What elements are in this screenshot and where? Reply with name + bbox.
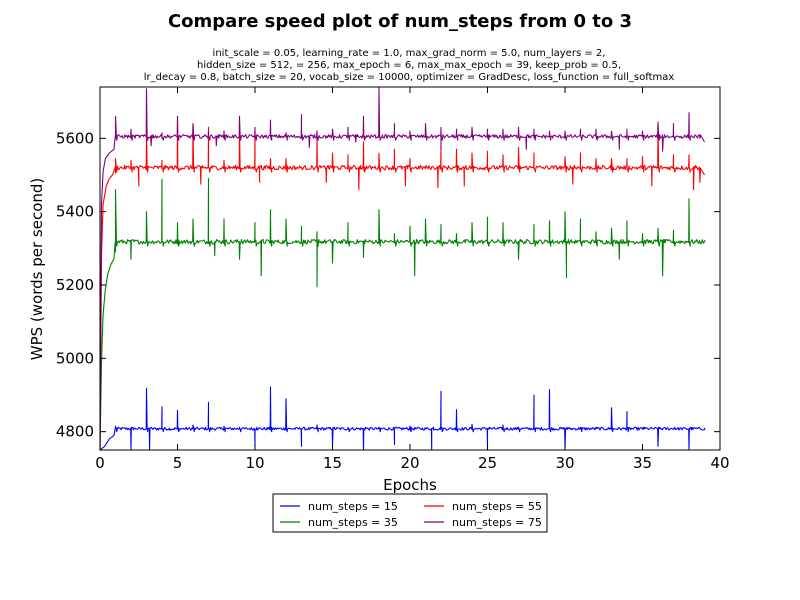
x-tick-label: 10 — [245, 454, 264, 472]
legend-label: num_steps = 35 — [308, 516, 398, 529]
legend-frame — [272, 493, 548, 533]
legend-label: num_steps = 15 — [308, 500, 398, 513]
series-line-3 — [99, 121, 705, 451]
x-tick-label: 30 — [555, 454, 574, 472]
chart-subtitle-line-1: init_scale = 0.05, learning_rate = 1.0, … — [213, 48, 606, 59]
chart-subtitle-line-2: hidden_size = 512, = 256, max_epoch = 6,… — [197, 60, 621, 71]
y-tick-label: 5400 — [56, 203, 94, 221]
x-axis-label: Epochs — [383, 476, 437, 494]
x-tick-label: 25 — [478, 454, 497, 472]
chart-title: Compare speed plot of num_steps from 0 t… — [168, 11, 632, 32]
legend-label: num_steps = 55 — [452, 500, 542, 513]
x-tick-label: 0 — [95, 454, 105, 472]
legend: num_steps = 15 num_steps = 35 num_steps = … — [272, 493, 548, 533]
x-axis: 0 5 10 15 20 25 30 35 40 — [95, 87, 730, 472]
y-tick-label: 5000 — [56, 349, 94, 367]
y-tick-label: 5600 — [56, 129, 94, 147]
legend-entries: num_steps = 15 num_steps = 35 num_steps = … — [280, 500, 542, 529]
y-axis: 4800 5000 5200 5400 5600 — [56, 129, 720, 441]
y-axis-label: WPS (words per second) — [28, 178, 46, 361]
series-layer — [99, 87, 706, 451]
x-tick-label: 40 — [710, 454, 729, 472]
legend-label: num_steps = 75 — [452, 516, 542, 529]
series-line-2 — [99, 178, 706, 451]
x-tick-label: 15 — [323, 454, 342, 472]
x-tick-label: 20 — [400, 454, 419, 472]
x-tick-label: 35 — [633, 454, 652, 472]
x-tick-label: 5 — [173, 454, 183, 472]
series-line-4 — [99, 87, 705, 451]
y-tick-label: 4800 — [56, 423, 94, 441]
y-tick-label: 5200 — [56, 276, 94, 294]
chart-subtitle-line-3: lr_decay = 0.8, batch_size = 20, vocab_s… — [144, 72, 675, 83]
series-line-1 — [99, 386, 706, 451]
